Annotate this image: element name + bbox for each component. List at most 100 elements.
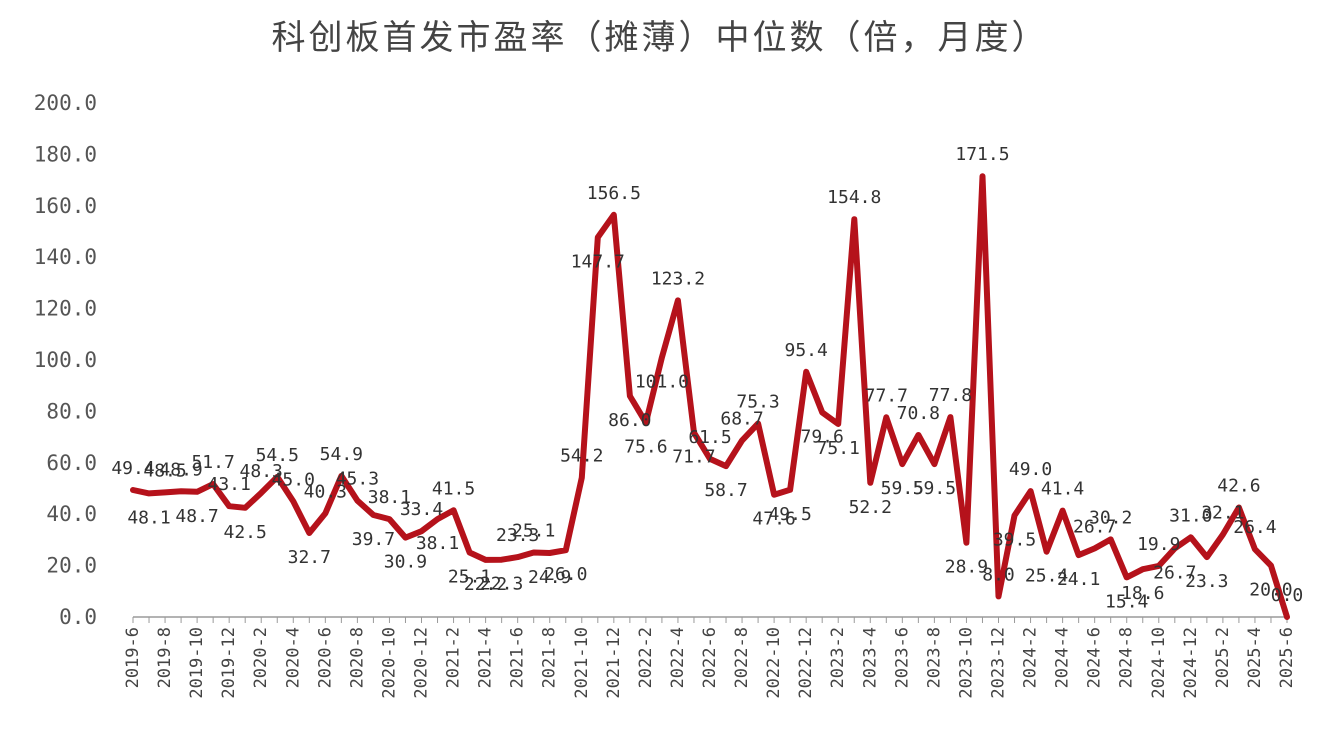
data-label: 48.3 <box>240 461 283 482</box>
x-tick-label: 2020-2 <box>251 627 271 688</box>
data-label: 23.3 <box>1185 571 1228 592</box>
data-label: 22.3 <box>480 574 523 595</box>
data-label: 30.9 <box>384 552 427 573</box>
data-label: 25.1 <box>448 566 491 587</box>
x-tick-label: 2021-10 <box>572 627 592 699</box>
x-tick-label: 2021-2 <box>444 627 464 688</box>
data-label: 41.4 <box>1041 479 1084 500</box>
y-tick-label: 20.0 <box>46 554 97 578</box>
x-tick-label: 2024-2 <box>1021 627 1041 688</box>
data-label: 75.1 <box>817 438 860 459</box>
data-labels: 49.4 48.1 48.548.9 48.7 51.743.1 42.5 48.354.5… <box>111 144 1303 612</box>
data-label: 86.0 <box>608 410 651 431</box>
data-label: 25.1 <box>512 520 555 541</box>
data-label: 40.3 <box>304 481 347 502</box>
data-label: 95.4 <box>784 340 827 361</box>
data-label: 54.2 <box>560 446 603 467</box>
data-label: 26.7 <box>1153 562 1196 583</box>
data-label: 26.7 <box>1073 516 1116 537</box>
data-label: 30.2 <box>1089 507 1132 528</box>
x-tick-label: 2023-2 <box>828 627 848 688</box>
data-label: 32.1 <box>1201 503 1244 524</box>
x-tick-label: 2023-12 <box>989 627 1009 699</box>
data-label: 18.6 <box>1121 583 1164 604</box>
x-tick-label: 2024-6 <box>1085 627 1105 688</box>
x-tick-label: 2024-12 <box>1181 627 1201 699</box>
x-tick-label: 2021-12 <box>604 627 624 699</box>
series <box>130 173 1290 620</box>
x-tick-label: 2019-6 <box>123 627 143 688</box>
data-label: 48.9 <box>159 459 202 480</box>
data-label: 52.2 <box>849 497 892 518</box>
data-label: 47.6 <box>752 509 795 530</box>
y-tick-label: 0.0 <box>59 605 97 629</box>
y-tick-label: 40.0 <box>46 502 97 526</box>
x-tick-label: 2022-4 <box>668 627 688 688</box>
data-label: 38.1 <box>368 487 411 508</box>
data-label: 70.8 <box>897 403 940 424</box>
x-tick-label: 2020-4 <box>283 627 303 688</box>
x-tick-label: 2019-8 <box>155 627 175 688</box>
data-label: 48.1 <box>127 507 170 528</box>
x-tick-label: 2025-4 <box>1245 627 1265 688</box>
data-label: 24.9 <box>528 567 571 588</box>
data-label: 54.9 <box>320 444 363 465</box>
x-tick-label: 2024-8 <box>1117 627 1137 688</box>
y-tick-label: 180.0 <box>34 142 97 166</box>
x-axis: 2019-6 2019-8 2019-10 2019-12 2020-2 2020-4 20… <box>123 616 1297 699</box>
data-label: 79.6 <box>801 426 844 447</box>
data-label: 154.8 <box>827 187 881 208</box>
data-label: 49.4 <box>111 458 154 479</box>
data-label: 156.5 <box>587 183 641 204</box>
data-label: 75.6 <box>624 437 667 458</box>
data-label: 45.3 <box>336 469 379 490</box>
y-tick-label: 80.0 <box>46 399 97 423</box>
x-tick-label: 2023-10 <box>956 627 976 699</box>
data-label: 24.1 <box>1057 569 1100 590</box>
data-label: 15.4 <box>1105 591 1148 612</box>
series-line <box>130 173 1290 620</box>
x-tick-label: 2020-6 <box>315 627 335 688</box>
x-tick-label: 2019-12 <box>219 627 239 699</box>
data-label: 25.4 <box>1025 566 1068 587</box>
data-label: 77.7 <box>865 385 908 406</box>
data-label: 22.2 <box>464 574 507 595</box>
data-label: 8.0 <box>982 564 1015 585</box>
x-tick-label: 2024-10 <box>1149 627 1169 699</box>
data-label: 31.0 <box>1169 505 1212 526</box>
x-tick-label: 2023-6 <box>892 627 912 688</box>
data-label: 28.9 <box>945 557 988 578</box>
data-label: 61.5 <box>688 427 731 448</box>
x-tick-label: 2019-10 <box>187 627 207 699</box>
x-tick-label: 2023-4 <box>860 627 880 688</box>
x-tick-label: 2022-8 <box>732 627 752 688</box>
x-tick-label: 2021-4 <box>476 627 496 688</box>
y-tick-label: 160.0 <box>34 194 97 218</box>
x-tick-label: 2020-8 <box>347 627 367 688</box>
x-tick-label: 2020-10 <box>379 627 399 699</box>
data-label: 42.6 <box>1217 476 1260 497</box>
data-label: 19.9 <box>1137 534 1180 555</box>
x-tick-label: 2021-6 <box>508 627 528 688</box>
data-label: 42.5 <box>224 522 267 543</box>
x-tick-label: 2025-2 <box>1213 627 1233 688</box>
data-label: 48.7 <box>175 506 218 527</box>
data-label: 32.7 <box>288 547 331 568</box>
data-label: 43.1 <box>207 474 250 495</box>
y-tick-label: 140.0 <box>34 245 97 269</box>
data-label: 77.8 <box>929 385 972 406</box>
data-label: 54.5 <box>256 445 299 466</box>
data-label: 101.0 <box>635 371 689 392</box>
data-label: 38.1 <box>416 533 459 554</box>
data-label: 33.4 <box>400 499 443 520</box>
x-tick-label: 2022-2 <box>636 627 656 688</box>
data-label: 147.7 <box>571 251 625 272</box>
data-label: 59.5 <box>913 478 956 499</box>
x-tick-label: 2020-12 <box>412 627 432 699</box>
x-tick-label: 2022-12 <box>796 627 816 699</box>
x-tick-label: 2022-6 <box>700 627 720 688</box>
x-tick-label: 2021-8 <box>540 627 560 688</box>
data-label: 58.7 <box>704 480 747 501</box>
data-label: 26.0 <box>544 564 587 585</box>
